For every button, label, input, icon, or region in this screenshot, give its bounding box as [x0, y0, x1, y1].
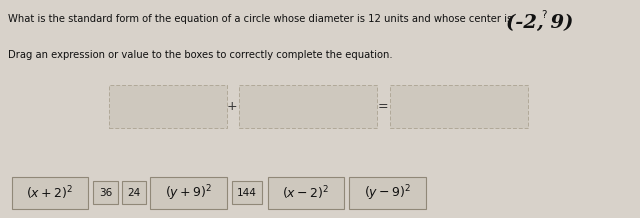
- FancyBboxPatch shape: [150, 177, 227, 209]
- FancyBboxPatch shape: [109, 85, 227, 128]
- FancyBboxPatch shape: [239, 85, 377, 128]
- FancyBboxPatch shape: [268, 177, 344, 209]
- Text: $(y-9)^2$: $(y-9)^2$: [364, 183, 412, 203]
- Text: $(y+9)^2$: $(y+9)^2$: [165, 183, 212, 203]
- Text: $(x+2)^2$: $(x+2)^2$: [26, 184, 74, 202]
- Text: 24: 24: [127, 188, 140, 198]
- Text: What is the standard form of the equation of a circle whose diameter is 12 units: What is the standard form of the equatio…: [8, 14, 513, 24]
- Text: 36: 36: [99, 188, 112, 198]
- Text: +: +: [227, 100, 237, 113]
- Text: 144: 144: [237, 188, 257, 198]
- FancyBboxPatch shape: [12, 177, 88, 209]
- FancyBboxPatch shape: [390, 85, 528, 128]
- Text: $(x-2)^2$: $(x-2)^2$: [282, 184, 330, 202]
- Text: =: =: [378, 100, 388, 113]
- FancyBboxPatch shape: [232, 181, 262, 204]
- FancyBboxPatch shape: [122, 181, 146, 204]
- Text: (-2, 9): (-2, 9): [506, 14, 573, 32]
- FancyBboxPatch shape: [349, 177, 426, 209]
- Text: ?: ?: [541, 10, 547, 20]
- Text: Drag an expression or value to the boxes to correctly complete the equation.: Drag an expression or value to the boxes…: [8, 50, 393, 60]
- FancyBboxPatch shape: [93, 181, 118, 204]
